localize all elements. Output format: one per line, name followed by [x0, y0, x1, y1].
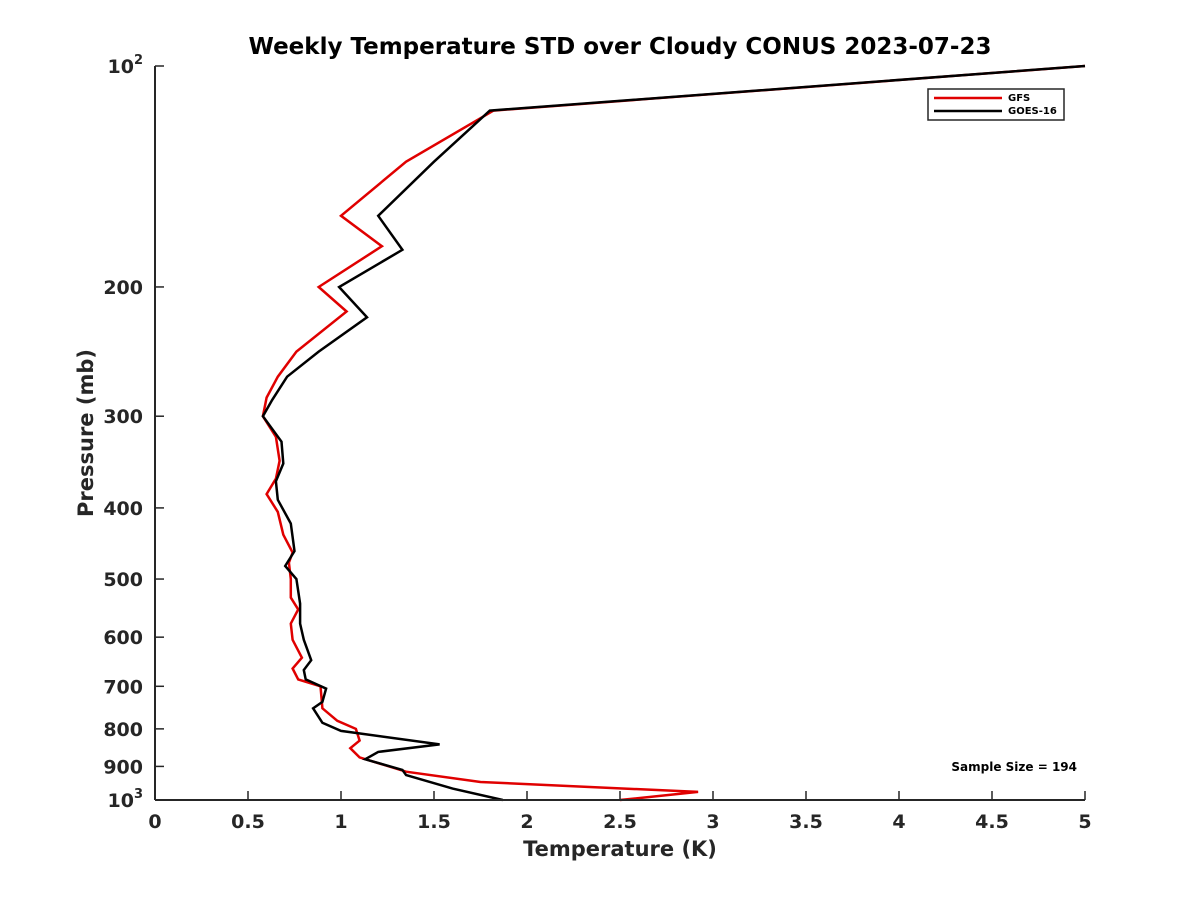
legend: GFS GOES-16	[927, 88, 1065, 121]
plot-lines	[261, 64, 1086, 802]
x-tick-label: 1.5	[417, 811, 451, 833]
chart-title: Weekly Temperature STD over Cloudy CONUS…	[249, 34, 992, 60]
series-line-gfs	[261, 64, 1086, 802]
y-tick-label: 500	[103, 569, 143, 591]
y-tick-label: 300	[103, 406, 143, 428]
legend-label-goes16: GOES-16	[1008, 106, 1057, 117]
series-line-goes16	[261, 64, 1086, 802]
x-tick-label: 0.5	[231, 811, 265, 833]
x-axis-label: Temperature (K)	[523, 837, 717, 861]
x-tick-label: 4.5	[975, 811, 1009, 833]
sample-size-annotation: Sample Size = 194	[951, 760, 1077, 774]
legend-label-gfs: GFS	[1008, 93, 1030, 104]
y-axis-label: Pressure (mb)	[74, 349, 98, 517]
x-tick-label: 2	[520, 811, 533, 833]
y-tick-label: 700	[103, 676, 143, 698]
y-tick-label: 800	[103, 719, 143, 741]
x-tick-label: 3	[706, 811, 719, 833]
y-tick-label: 900	[103, 756, 143, 778]
x-tick-label: 2.5	[603, 811, 637, 833]
y-tick-label: 400	[103, 498, 143, 520]
y-tick-label: 600	[103, 627, 143, 649]
x-tick-label: 1	[334, 811, 347, 833]
x-tick-label: 3.5	[789, 811, 823, 833]
y-ticks: 102 200 300 400 500 600 700 800 900 103	[103, 53, 164, 812]
x-tick-label: 4	[892, 811, 905, 833]
x-ticks: 0 0.5 1 1.5 2 2.5 3 3.5 4 4.5 5	[148, 791, 1092, 833]
y-tick-label: 200	[103, 277, 143, 299]
x-tick-label: 0	[148, 811, 161, 833]
y-tick-label: 102	[108, 53, 144, 78]
y-tick-label: 103	[108, 787, 144, 812]
legend-box	[927, 88, 1065, 121]
x-tick-label: 5	[1078, 811, 1091, 833]
